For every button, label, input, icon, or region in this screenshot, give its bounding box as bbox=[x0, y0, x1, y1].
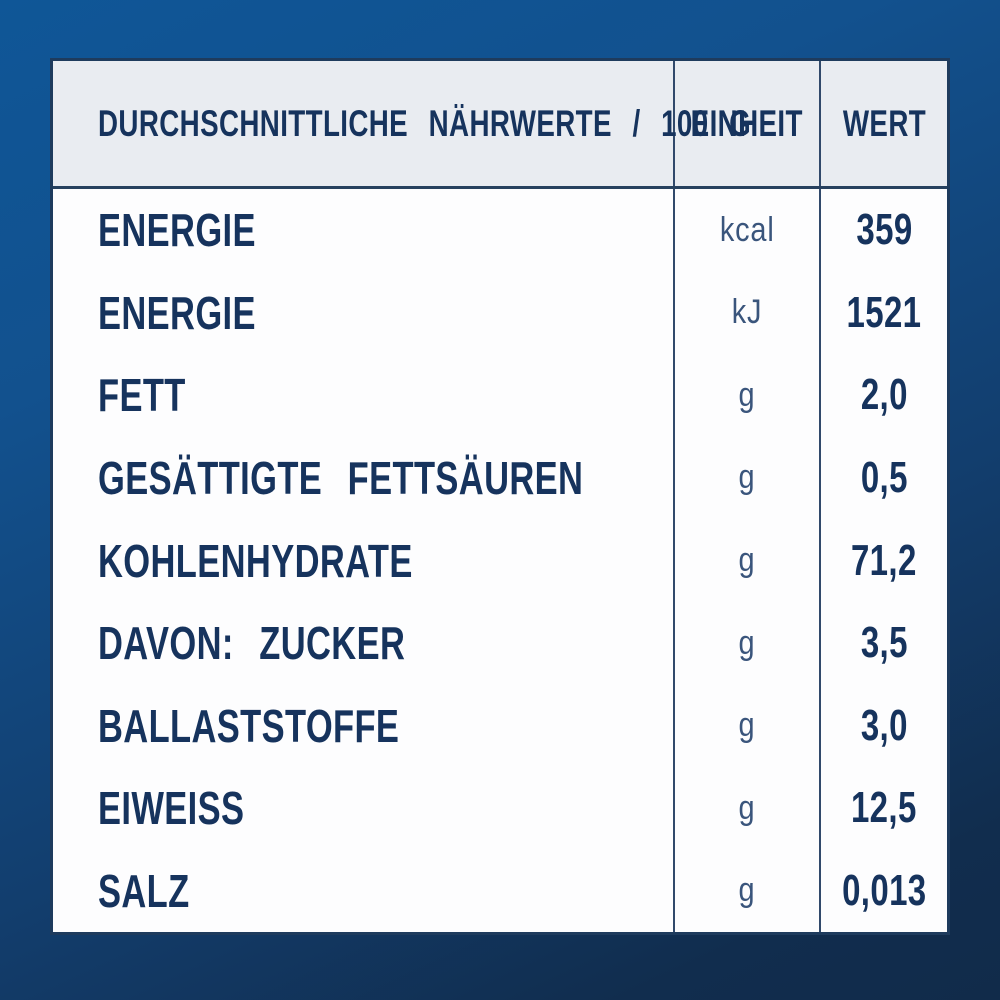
unit-cell: g bbox=[673, 436, 819, 520]
table-row: ENERGIE kJ 1521 bbox=[53, 271, 947, 355]
nutrient-label: EIWEISS bbox=[98, 782, 245, 835]
nutrient-value: 359 bbox=[855, 205, 913, 255]
value-cell: 0,013 bbox=[819, 849, 947, 933]
unit-cell: g bbox=[673, 766, 819, 850]
nutrient-value: 3,0 bbox=[860, 700, 908, 750]
unit-cell: kJ bbox=[673, 271, 819, 355]
nutrient-cell: ENERGIE bbox=[53, 189, 673, 272]
table-row: FETT g 2,0 bbox=[53, 354, 947, 437]
nutrient-label: BALLASTSTOFFE bbox=[98, 699, 400, 752]
value-cell: 359 bbox=[819, 189, 947, 272]
table-row: EIWEISS g 12,5 bbox=[53, 766, 947, 850]
nutrient-value: 0,013 bbox=[841, 865, 927, 915]
nutrient-value: 2,0 bbox=[860, 370, 908, 420]
nutrient-value: 3,5 bbox=[860, 618, 908, 668]
value-cell: 0,5 bbox=[819, 436, 947, 520]
unit-value: kJ bbox=[731, 293, 763, 332]
value-cell: 3,0 bbox=[819, 684, 947, 767]
value-cell: 1521 bbox=[819, 271, 947, 355]
table-row: BALLASTSTOFFE g 3,0 bbox=[53, 684, 947, 767]
nutrient-label: SALZ bbox=[98, 864, 190, 917]
unit-value: g bbox=[738, 623, 756, 662]
value-cell: 12,5 bbox=[819, 766, 947, 850]
unit-value: g bbox=[738, 541, 756, 580]
nutrient-value: 1521 bbox=[846, 287, 922, 337]
unit-value: g bbox=[738, 788, 756, 827]
nutrient-cell: ENERGIE bbox=[53, 272, 673, 355]
nutrient-label: GESÄTTIGTE FETTSÄUREN bbox=[98, 451, 584, 504]
unit-value: g bbox=[738, 458, 756, 497]
header-value-cell: WERT bbox=[819, 61, 947, 186]
nutrient-cell: GESÄTTIGTE FETTSÄUREN bbox=[53, 437, 673, 520]
nutrient-value: 0,5 bbox=[860, 452, 908, 502]
nutrient-cell: BALLASTSTOFFE bbox=[53, 684, 673, 767]
nutrition-table: DURCHSCHNITTLICHE NÄHRWERTE / 100 G EINH… bbox=[50, 58, 950, 935]
unit-cell: kcal bbox=[673, 189, 819, 272]
unit-cell: g bbox=[673, 601, 819, 685]
nutrient-cell: FETT bbox=[53, 354, 673, 437]
nutrient-label: ENERGIE bbox=[98, 286, 256, 339]
table-row: SALZ g 0,013 bbox=[53, 849, 947, 933]
table-row: ENERGIE kcal 359 bbox=[53, 189, 947, 272]
nutrient-value: 12,5 bbox=[851, 783, 917, 833]
unit-cell: g bbox=[673, 849, 819, 933]
nutrient-cell: DAVON: ZUCKER bbox=[53, 602, 673, 685]
unit-value: kcal bbox=[719, 210, 775, 249]
nutrient-value: 71,2 bbox=[851, 535, 917, 585]
unit-value: g bbox=[738, 706, 756, 745]
unit-cell: g bbox=[673, 519, 819, 602]
table-header-row: DURCHSCHNITTLICHE NÄHRWERTE / 100 G EINH… bbox=[53, 61, 947, 189]
nutrient-cell: SALZ bbox=[53, 850, 673, 933]
table-row: GESÄTTIGTE FETTSÄUREN g 0,5 bbox=[53, 436, 947, 520]
nutrient-label: KOHLENHYDRATE bbox=[98, 534, 413, 587]
nutrient-label: ENERGIE bbox=[98, 204, 256, 257]
header-value-label: WERT bbox=[842, 102, 926, 144]
nutrient-cell: EIWEISS bbox=[53, 767, 673, 850]
unit-value: g bbox=[738, 375, 756, 414]
unit-value: g bbox=[738, 871, 756, 910]
header-unit-label: EINHEIT bbox=[690, 102, 804, 144]
value-cell: 71,2 bbox=[819, 519, 947, 602]
table-body: ENERGIE kcal 359 ENERGIE kJ 1521 FETT g … bbox=[53, 189, 947, 933]
table-row: KOHLENHYDRATE g 71,2 bbox=[53, 519, 947, 602]
header-nutrients-cell: DURCHSCHNITTLICHE NÄHRWERTE / 100 G bbox=[53, 61, 751, 186]
header-unit-cell: EINHEIT bbox=[673, 61, 819, 186]
unit-cell: g bbox=[673, 354, 819, 437]
value-cell: 3,5 bbox=[819, 601, 947, 685]
nutrient-cell: KOHLENHYDRATE bbox=[53, 519, 673, 602]
unit-cell: g bbox=[673, 684, 819, 767]
nutrient-label: DAVON: ZUCKER bbox=[98, 617, 406, 670]
header-nutrients-label: DURCHSCHNITTLICHE NÄHRWERTE / 100 G bbox=[98, 102, 752, 144]
value-cell: 2,0 bbox=[819, 354, 947, 437]
nutrient-label: FETT bbox=[98, 369, 186, 422]
table-row: DAVON: ZUCKER g 3,5 bbox=[53, 601, 947, 685]
